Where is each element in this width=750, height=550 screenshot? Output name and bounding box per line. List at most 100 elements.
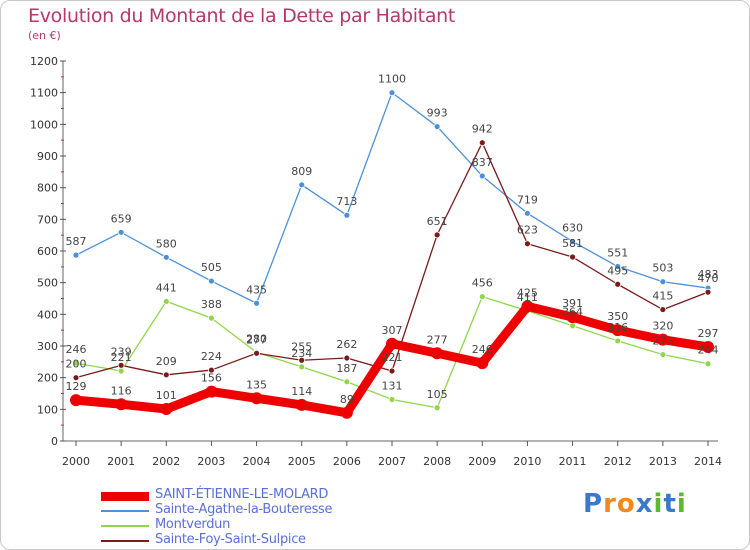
data-point (659, 351, 667, 358)
data-point (208, 277, 215, 285)
y-tick-label: 1000 (30, 118, 58, 131)
data-label: 505 (201, 261, 222, 274)
data-point (162, 253, 170, 261)
y-tick-label: 100 (37, 403, 58, 416)
data-point (704, 288, 712, 296)
data-point (611, 324, 624, 337)
x-tick-label: 2013 (649, 455, 677, 468)
y-tick-label: 200 (37, 372, 58, 385)
y-tick-label: 700 (37, 213, 58, 226)
x-tick-label: 2002 (152, 455, 180, 468)
proxiti-logo: Proxiti (583, 489, 687, 519)
data-point (208, 314, 215, 322)
x-tick-label: 2008 (423, 455, 451, 468)
data-label: 277 (427, 333, 448, 346)
data-label: 221 (111, 351, 132, 364)
data-label: 187 (336, 362, 357, 375)
data-point (614, 337, 622, 345)
data-label: 89 (340, 393, 354, 406)
data-point (162, 371, 170, 379)
data-label: 581 (562, 237, 583, 250)
data-point (386, 337, 398, 350)
data-label: 630 (562, 222, 583, 235)
legend-swatch (101, 540, 149, 542)
data-label: 391 (562, 297, 583, 310)
data-label: 246 (472, 343, 493, 356)
data-label: 200 (66, 358, 87, 371)
data-label: 503 (652, 262, 673, 275)
x-tick-label: 2003 (197, 455, 225, 468)
data-point (566, 311, 579, 324)
data-label: 587 (66, 235, 87, 248)
data-point (298, 181, 306, 189)
x-tick-label: 2007 (378, 455, 406, 468)
y-tick-label: 1100 (30, 87, 58, 100)
data-point (478, 293, 486, 301)
legend-swatch (101, 525, 149, 527)
legend-label: SAINT-ÉTIENNE-LE-MOLARD (155, 487, 329, 502)
data-label: 719 (517, 193, 538, 206)
data-point (253, 349, 260, 357)
x-tick-label: 2006 (333, 455, 361, 468)
data-point (162, 297, 170, 305)
data-label: 277 (246, 333, 267, 346)
chart-subtitle: (en €) (28, 29, 61, 42)
data-point (524, 209, 531, 217)
data-point (704, 360, 712, 368)
data-label: 224 (201, 350, 222, 363)
data-label: 255 (291, 340, 312, 353)
data-label: 307 (382, 324, 403, 337)
data-point (117, 361, 125, 369)
data-label: 116 (111, 384, 132, 397)
data-label: 942 (472, 123, 493, 136)
data-label: 105 (427, 388, 448, 401)
data-point (343, 211, 351, 219)
data-point (521, 300, 534, 313)
data-label: 483 (698, 268, 719, 281)
data-label: 441 (156, 281, 177, 294)
data-point (295, 398, 308, 411)
data-label: 101 (156, 389, 177, 402)
data-label: 350 (607, 310, 628, 323)
data-point (117, 228, 125, 236)
data-point (340, 406, 353, 419)
data-label: 659 (111, 212, 132, 225)
data-label: 411 (517, 291, 538, 304)
logo-letter: t (663, 489, 677, 519)
data-point (569, 238, 576, 245)
data-label: 244 (698, 344, 719, 357)
y-tick-label: 800 (37, 182, 58, 195)
data-label: 713 (336, 195, 357, 208)
data-point (478, 172, 486, 180)
data-label: 234 (291, 347, 312, 360)
logo-letter: r (603, 489, 617, 519)
data-point (478, 139, 486, 147)
legend-label: Montverdun (155, 517, 231, 532)
data-point (298, 363, 306, 371)
data-point (115, 398, 128, 411)
data-label: 415 (652, 290, 673, 303)
data-label: 156 (201, 372, 222, 385)
data-label: 131 (382, 380, 403, 393)
data-point (343, 354, 351, 362)
legend-swatch (101, 510, 149, 512)
data-point (208, 366, 215, 374)
logo-letter: i (653, 489, 664, 519)
y-tick-label: 900 (37, 150, 58, 163)
data-label: 580 (156, 237, 177, 250)
x-tick-label: 2012 (604, 455, 632, 468)
data-point (431, 347, 444, 360)
data-label: 651 (427, 215, 448, 228)
y-tick-label: 0 (51, 435, 58, 448)
data-label: 135 (246, 378, 267, 391)
data-point (117, 367, 125, 375)
data-label: 320 (652, 320, 673, 333)
data-label: 129 (66, 380, 87, 393)
chart-title: Evolution du Montant de la Dette par Hab… (28, 5, 456, 27)
data-point (656, 333, 669, 346)
data-point (569, 322, 576, 330)
x-tick-label: 2014 (694, 455, 722, 468)
data-point (659, 278, 667, 286)
data-label: 425 (517, 286, 538, 299)
